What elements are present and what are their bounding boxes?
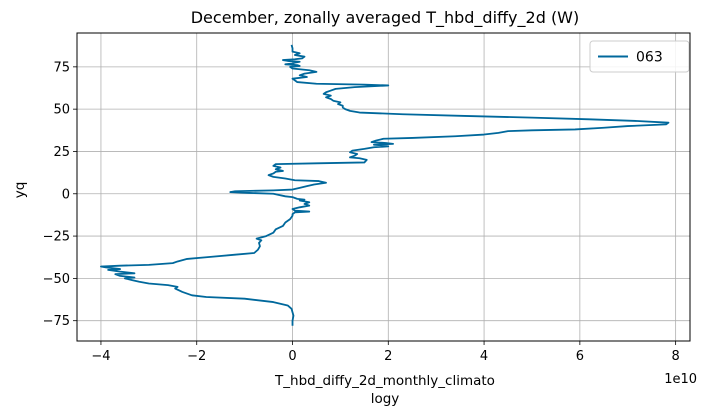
x-tick-label: 8 [671, 349, 679, 364]
x-tick-label: 6 [576, 349, 584, 364]
legend-label: 063 [636, 50, 663, 66]
x-axis-label-line2: logy [371, 391, 400, 407]
y-tick-label: 75 [53, 60, 70, 75]
y-tick-label: −50 [43, 272, 70, 287]
x-tick-label: −4 [91, 349, 110, 364]
x-axis-label: T_hbd_diffy_2d_monthly_climato [274, 373, 495, 389]
x-axis-ticks: −4 −2 0 2 4 6 8 [91, 341, 680, 364]
y-tick-label: 50 [53, 103, 70, 118]
x-axis-offset-text: 1e10 [664, 372, 697, 387]
grid [77, 33, 690, 341]
x-tick-label: 0 [288, 349, 296, 364]
plot-area-frame [76, 32, 691, 342]
y-tick-label: −25 [43, 230, 70, 245]
x-tick-label: 2 [384, 349, 392, 364]
x-tick-label: 4 [480, 349, 488, 364]
legend-box [589, 40, 690, 73]
y-tick-label: −75 [43, 314, 70, 329]
series-line-063 [100, 44, 670, 326]
y-axis-label: yq [12, 182, 28, 199]
plot-series [100, 44, 670, 326]
y-tick-label: 0 [62, 187, 70, 202]
legend: 063 [589, 40, 690, 73]
y-tick-label: 25 [53, 145, 70, 160]
chart-title: December, zonally averaged T_hbd_diffy_2… [191, 8, 580, 28]
y-axis-ticks: −75 −50 −25 0 25 50 75 [43, 60, 77, 329]
x-tick-label: −2 [187, 349, 206, 364]
